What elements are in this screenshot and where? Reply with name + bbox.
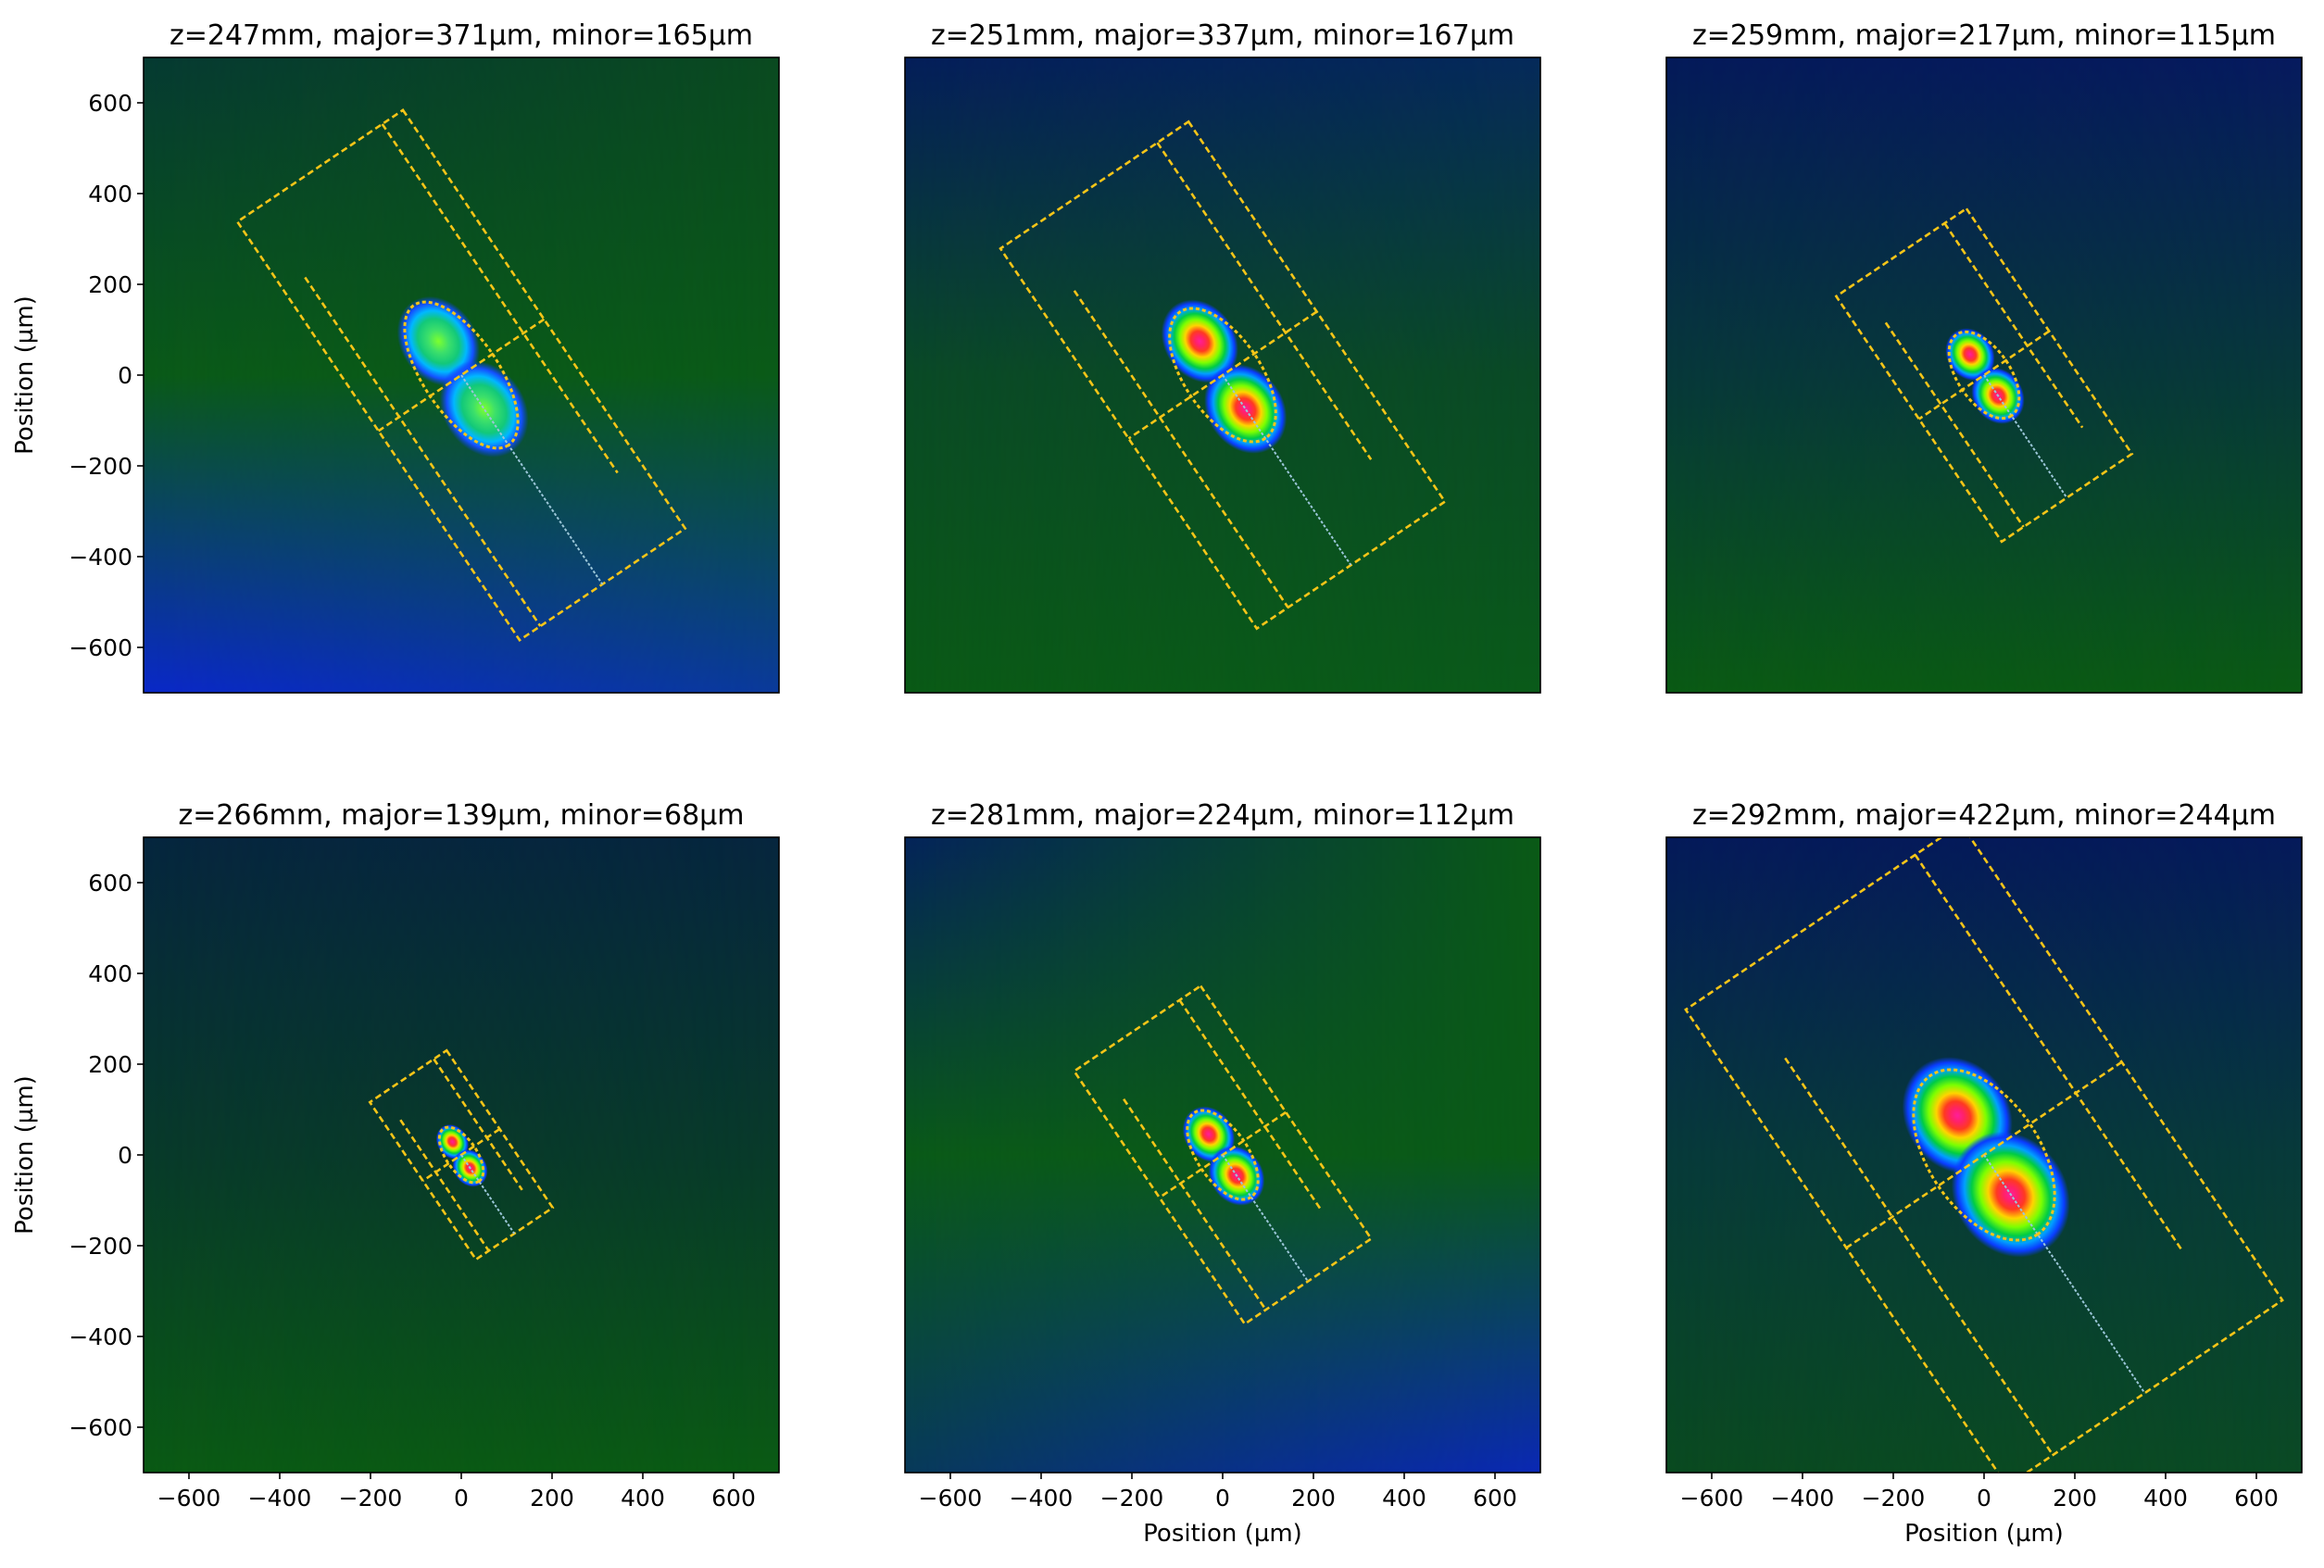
plot-area (999, 119, 1447, 631)
major-axis-line (1222, 374, 1352, 566)
panel-title: z=281mm, major=224µm, minor=112µm (931, 799, 1514, 832)
inner-box-line-bottom (399, 1119, 490, 1252)
beam-ellipse (1186, 1109, 1260, 1201)
y-tick-label: −400 (69, 1323, 132, 1350)
inner-box-line-top (1914, 854, 2184, 1253)
x-tick-label: 600 (2234, 1485, 2279, 1512)
axes-frame (904, 56, 1541, 694)
beam-lobe-upper (435, 1123, 470, 1160)
plot-area (235, 108, 687, 642)
beam-lobe-lower (1204, 364, 1288, 454)
panel-title: z=266mm, major=139µm, minor=68µm (179, 799, 745, 832)
beam-overlay (1684, 837, 2284, 1473)
major-axis-line (1983, 1154, 2146, 1394)
y-tick-label: 400 (88, 181, 132, 207)
x-tick-label: 0 (1215, 1485, 1230, 1512)
inner-box-line-bottom (304, 276, 542, 627)
panel-6: z=292mm, major=422µm, minor=244µm −600 −40… (1665, 799, 2303, 1548)
inner-box-line-top (381, 123, 619, 474)
x-axis-label: Position (µm) (1143, 1520, 1302, 1548)
y-tick-label: −600 (69, 634, 132, 661)
y-tick-label: 200 (88, 271, 132, 298)
beam-overlay (999, 119, 1447, 631)
beam-lobe-lower (439, 360, 529, 458)
plot-area (368, 1048, 555, 1261)
x-tick-label: −200 (1862, 1485, 1926, 1512)
beam-ellipse (1947, 330, 2021, 420)
y-tick-label: 600 (88, 90, 132, 117)
panel-4: z=266mm, major=139µm, minor=68µm −600 −400… (11, 799, 780, 1512)
y-axis-label: Position (µm) (11, 295, 39, 455)
plot-area (1834, 207, 2134, 544)
major-axis-line (1222, 1154, 1309, 1283)
plot-area (1684, 837, 2284, 1473)
inner-box-line-top (1178, 999, 1323, 1212)
beam-overlay (235, 108, 687, 642)
panel-title: z=251mm, major=337µm, minor=167µm (931, 19, 1514, 52)
beam-overlay (1072, 984, 1374, 1326)
x-tick-label: 200 (1291, 1485, 1336, 1512)
x-tick-label: 200 (2053, 1485, 2097, 1512)
beam-ellipse (437, 1125, 485, 1185)
y-axis-label: Position (µm) (11, 1075, 39, 1235)
x-tick-label: 400 (621, 1485, 665, 1512)
beam-lobes (1161, 299, 1288, 454)
y-tick-label: 200 (88, 1051, 132, 1078)
x-tick-label: −400 (248, 1485, 312, 1512)
inner-box-line-bottom (1884, 321, 2025, 528)
x-tick-label: 400 (2143, 1485, 2188, 1512)
x-tick-label: 400 (1382, 1485, 1426, 1512)
beam-overlay (1834, 207, 2134, 544)
major-axis-line (460, 374, 604, 585)
inner-box-line-top (433, 1058, 523, 1191)
beam-lobe-upper (1161, 299, 1238, 383)
beam-overlay (368, 1048, 555, 1261)
y-tick-label: 0 (118, 362, 132, 389)
axes-frame (1665, 56, 2303, 694)
beam-ellipse (403, 300, 520, 450)
panel-title: z=259mm, major=217µm, minor=115µm (1692, 19, 2276, 52)
inner-box-line-bottom (1073, 290, 1289, 608)
minor-axis-line (377, 318, 546, 433)
minor-axis-line (1917, 330, 2051, 420)
x-tick-label: 0 (454, 1485, 469, 1512)
x-tick-label: −200 (1100, 1485, 1164, 1512)
x-tick-label: 0 (1977, 1485, 1991, 1512)
inner-box-line-top (1156, 142, 1373, 460)
panel-title: z=247mm, major=371µm, minor=165µm (170, 19, 753, 52)
x-tick-label: −400 (1771, 1485, 1835, 1512)
x-axis-label: Position (µm) (1904, 1520, 2064, 1548)
major-axis-line (1983, 374, 2068, 498)
y-tick-label: −400 (69, 544, 132, 571)
panel-3: z=259mm, major=217µm, minor=115µm (1665, 19, 2303, 694)
y-tick-label: −600 (69, 1414, 132, 1441)
x-tick-label: 200 (530, 1485, 574, 1512)
panel-1: z=247mm, major=371µm, minor=165µm −600 −40… (11, 19, 780, 694)
x-tick-label: 600 (1473, 1485, 1517, 1512)
panel-title: z=292mm, major=422µm, minor=244µm (1692, 799, 2276, 832)
inner-box-line-bottom (1123, 1098, 1267, 1311)
x-tick-label: −600 (157, 1485, 221, 1512)
outer-box (1072, 984, 1374, 1326)
plot-area (1072, 984, 1374, 1326)
panel-2: z=251mm, major=337µm, minor=167µm (904, 19, 1541, 694)
y-tick-label: −200 (69, 1233, 132, 1260)
x-tick-label: −400 (1010, 1485, 1074, 1512)
major-axis-line (460, 1154, 516, 1235)
beam-ellipse (1912, 1068, 2056, 1242)
beam-lobe-upper (1945, 328, 1995, 382)
x-tick-label: −200 (339, 1485, 403, 1512)
y-tick-label: 0 (118, 1142, 132, 1169)
x-tick-label: 600 (711, 1485, 756, 1512)
inner-box-line-top (1943, 222, 2084, 429)
y-tick-label: 600 (88, 870, 132, 897)
panel-5: z=281mm, major=224µm, minor=112µm −600 −40… (904, 799, 1541, 1548)
inner-box-line-bottom (1784, 1057, 2054, 1456)
outer-box (1834, 207, 2134, 544)
x-tick-label: −600 (919, 1485, 983, 1512)
y-tick-label: −200 (69, 453, 132, 480)
x-tick-label: −600 (1680, 1485, 1744, 1512)
y-tick-label: 400 (88, 960, 132, 987)
